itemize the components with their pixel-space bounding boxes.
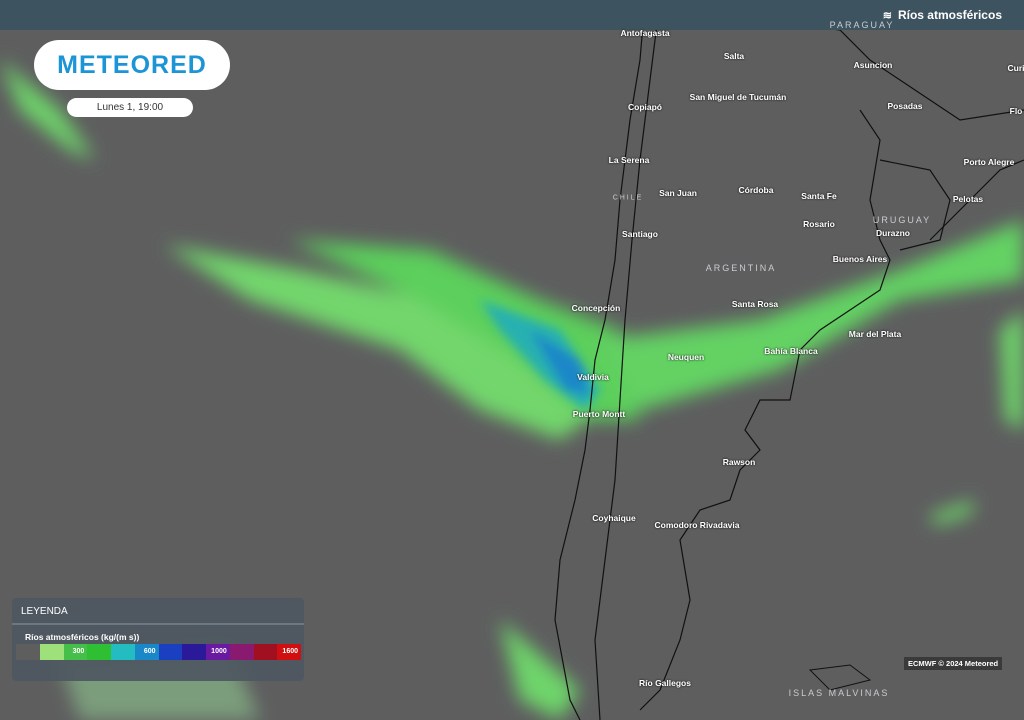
city-label: Rosario [803,219,835,229]
city-label: Copiapó [628,102,662,112]
legend-color-scale: 300 600 1000 1600 [16,644,301,660]
city-label: Concepción [571,303,621,313]
legend-swatch: 1000 [206,644,230,660]
city-label: Pelotas [952,194,984,204]
malvinas-islands [808,664,872,691]
legend-swatch [87,644,111,660]
legend-swatch [16,644,40,660]
city-label: Buenos Aires [832,254,888,264]
legend-subtitle: Ríos atmosféricos (kg/(m s)) [25,632,140,642]
country-label: PARAGUAY [829,20,895,30]
city-label: Bahía Blanca [764,346,818,356]
city-label: Antofagasta [620,28,670,38]
atmospheric-river-core [480,300,600,410]
city-label: Mar del Plata [848,329,902,339]
city-label: Puerto Montt [572,409,626,419]
legend-swatch [111,644,135,660]
city-label: San Juan [659,188,697,198]
legend-swatch [229,644,254,660]
legend-swatch [158,644,183,660]
wind-icon: ≋ [882,9,892,22]
country-label: URUGUAY [872,215,932,225]
city-label: Río Gallegos [639,678,691,688]
credit: ECMWF © 2024 Meteored [904,657,1003,670]
city-label: Salta [723,51,745,61]
city-label: Flo [1009,106,1023,116]
legend-panel: LEYENDA Ríos atmosféricos (kg/(m s)) 300… [12,598,304,681]
city-label: Santa Rosa [731,299,779,309]
legend-swatch [182,644,206,660]
country-label: CHILE [612,194,644,202]
city-label: Porto Alegre [963,157,1015,167]
city-label: Curi [1007,63,1024,73]
layer-title-text: Ríos atmosféricos [897,8,1002,22]
city-label: Santa Fe [801,191,837,201]
legend-swatch [39,644,64,660]
city-label: Durazno [876,228,910,238]
city-label: San Miguel de Tucumán [689,92,787,102]
legend-swatch [253,644,278,660]
city-label: La Serena [608,155,650,165]
legend-swatch: 300 [63,644,88,660]
city-label: Posadas [887,101,923,111]
city-label: Asuncion [853,60,893,70]
city-label: Santiago [622,229,658,239]
country-label: ARGENTINA [705,263,777,273]
city-label: Comodoro Rivadavia [654,520,740,530]
legend-swatch: 1600 [277,644,301,660]
forecast-time[interactable]: Lunes 1, 19:00 [67,98,193,117]
layer-title[interactable]: ≋ Ríos atmosféricos [883,8,1002,22]
legend-swatch: 600 [134,644,159,660]
city-label: Valdivia [577,372,609,382]
city-label: Rawson [722,457,756,467]
legend-title[interactable]: LEYENDA [12,598,304,625]
city-label: Coyhaique [592,513,636,523]
meteored-logo[interactable]: METEORED [34,40,230,90]
top-bar: ≋ Ríos atmosféricos [0,0,1024,30]
city-label: Córdoba [738,185,774,195]
city-label: Neuquen [667,352,705,362]
country-label: ISLAS MALVINAS [788,688,890,698]
